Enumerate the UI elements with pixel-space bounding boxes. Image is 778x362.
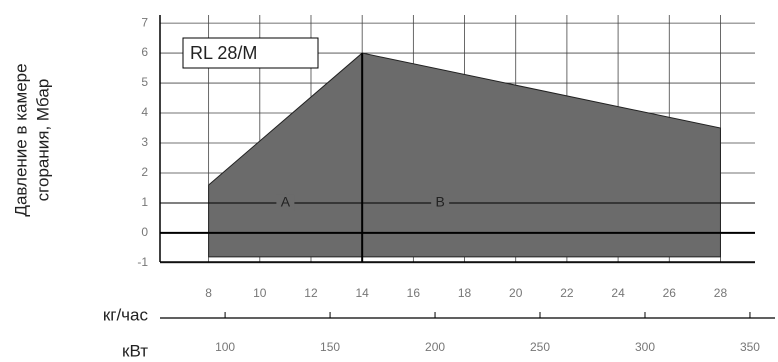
x2-tick-label: 250 [530, 340, 550, 354]
area [208, 52, 721, 258]
x-tick-label: 24 [611, 286, 625, 300]
x-axis-label: кг/час [103, 305, 149, 324]
y-tick-label: 1 [141, 195, 148, 209]
x2-tick-label: 200 [425, 340, 445, 354]
title-box [182, 37, 319, 69]
x-tick-label: 16 [407, 286, 421, 300]
x-tick-label: 14 [355, 286, 369, 300]
y-tick-label: 6 [141, 45, 148, 59]
x-tick-label: 20 [509, 286, 523, 300]
x-tick-label: 26 [663, 286, 677, 300]
y-tick-label: -1 [137, 255, 148, 269]
chart-title: RL 28/M [190, 43, 257, 63]
x-tick-label: 22 [560, 286, 574, 300]
y-tick-label: 3 [141, 135, 148, 149]
y-tick-label: 5 [141, 75, 148, 89]
x-tick-label: 28 [714, 286, 728, 300]
zone-label: B [436, 194, 445, 210]
x-tick-label: 8 [205, 286, 212, 300]
x2-tick-label: 100 [215, 340, 235, 354]
x-tick-label: 18 [458, 286, 472, 300]
y-tick-label: 0 [141, 225, 148, 239]
x-tick-label: 12 [304, 286, 318, 300]
y-tick-label: 4 [141, 105, 148, 119]
zone-label-bg [276, 194, 295, 211]
y-axis-label: сгорания, Мбар [33, 79, 52, 202]
zone-label: A [281, 194, 291, 210]
y-axis-label: Давление в камере [11, 63, 30, 216]
x2-tick-label: 350 [740, 340, 760, 354]
zone-label-bg [431, 194, 450, 211]
y-tick-label: 2 [141, 165, 148, 179]
x2-axis-label: кВт [122, 341, 148, 360]
x-tick-label: 10 [253, 286, 267, 300]
x2-tick-label: 300 [635, 340, 655, 354]
y-tick-label: 7 [141, 15, 148, 29]
x2-tick-label: 150 [320, 340, 340, 354]
